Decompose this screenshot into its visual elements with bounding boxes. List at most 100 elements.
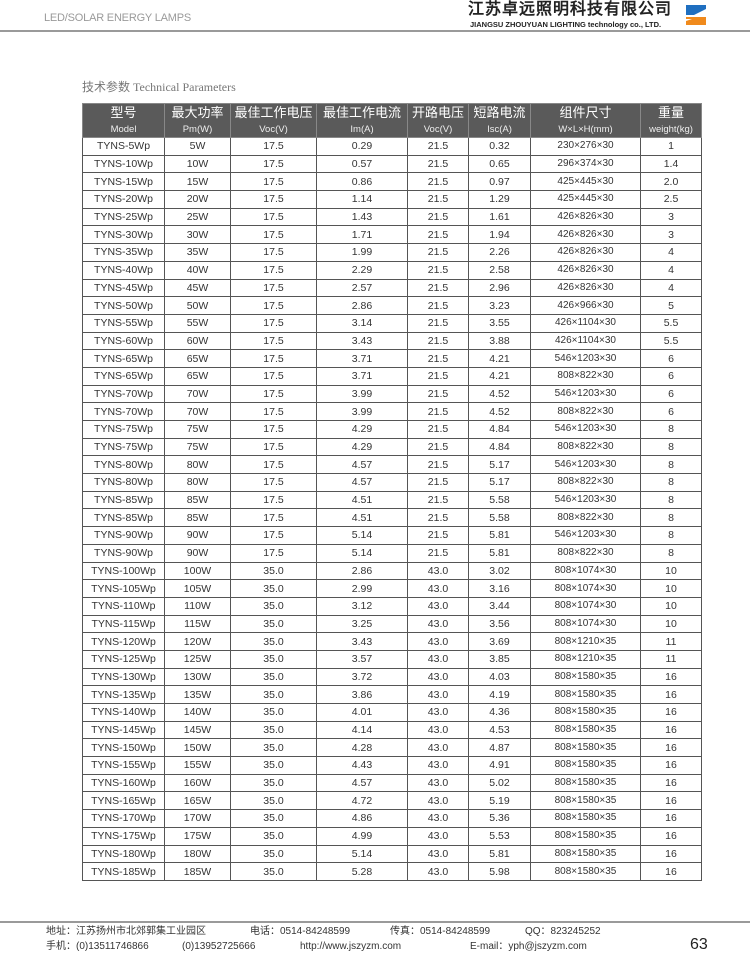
table-cell: 16: [640, 685, 702, 704]
table-cell: 17.5: [230, 490, 317, 510]
table-cell: 160W: [164, 773, 231, 793]
table-cell: 17.5: [230, 366, 317, 386]
table-cell: 90W: [164, 543, 231, 563]
column-header: 短路电流 Isc(A): [468, 103, 531, 138]
table-cell: 4.86: [316, 809, 408, 828]
table-cell: 5.5: [640, 331, 702, 351]
table-cell: TYNS-125Wp: [82, 649, 165, 669]
table-cell: 43.0: [407, 791, 469, 811]
table-cell: 426×826×30: [530, 243, 641, 262]
table-cell: 17.5: [230, 420, 317, 439]
table-cell: 17.5: [230, 137, 317, 156]
table-cell: 4.14: [316, 720, 408, 740]
footer-email[interactable]: E-mail：yph@jszyzm.com: [470, 941, 587, 952]
table-cell: 43.0: [407, 738, 469, 758]
table-cell: 43.0: [407, 649, 469, 669]
table-cell: 17.5: [230, 473, 317, 492]
table-cell: 43.0: [407, 561, 469, 581]
table-cell: 3: [640, 225, 702, 245]
table-cell: 43.0: [407, 667, 469, 687]
table-cell: 3.71: [316, 349, 408, 368]
footer-website[interactable]: http://www.jszyzm.com: [300, 941, 402, 952]
technical-parameters-table: 型号 Model 最大功率 Pm(W) 最佳工作电压 Voc(V) 最佳工作电流 Im(A) 开…: [82, 103, 702, 881]
footer-phone: 电话：0514-84248599: [250, 926, 351, 937]
table-cell: 808×1580×35: [530, 791, 641, 811]
column-header-en: Model: [110, 123, 137, 135]
table-cell: 16: [640, 738, 702, 758]
column-header-cn: 最佳工作电流: [322, 105, 401, 121]
table-cell: 4.21: [468, 366, 531, 386]
table-cell: 4.51: [316, 508, 408, 528]
table-cell: 16: [640, 667, 702, 687]
column-header: 重量 weight(kg): [640, 103, 702, 138]
column-header: 型号 Model: [82, 103, 165, 138]
table-cell: 35.0: [230, 826, 317, 846]
table-cell: 2.99: [316, 579, 408, 598]
table-cell: 8: [640, 420, 702, 439]
table-cell: 3.88: [468, 331, 531, 351]
table-cell: 21.5: [407, 260, 469, 280]
table-cell: 55W: [164, 313, 231, 333]
table-cell: 21.5: [407, 331, 469, 351]
table-cell: 1.99: [316, 243, 408, 262]
footer-mobile-2: (0)13952725666: [182, 941, 256, 952]
table-row: TYNS-40Wp 40W 17.5 2.29 21.5 2.58 426×826×30 4: [82, 260, 702, 280]
table-cell: 5.98: [468, 862, 531, 881]
table-cell: 808×822×30: [530, 437, 641, 457]
column-header: 最佳工作电流 Im(A): [316, 103, 408, 138]
table-cell: 16: [640, 844, 702, 864]
table-cell: 546×1203×30: [530, 349, 641, 368]
table-row: TYNS-180Wp 180W 35.0 5.14 43.0 5.81 808×1580×3…: [82, 844, 702, 864]
table-cell: 70W: [164, 384, 231, 404]
table-cell: TYNS-85Wp: [82, 508, 165, 528]
table-cell: 21.5: [407, 508, 469, 528]
table-cell: 80W: [164, 455, 231, 475]
table-cell: 43.0: [407, 862, 469, 881]
table-cell: 546×1203×30: [530, 490, 641, 510]
table-cell: 808×1580×35: [530, 809, 641, 828]
table-cell: 35.0: [230, 703, 317, 722]
table-row: TYNS-145Wp 145W 35.0 4.14 43.0 4.53 808×1580×3…: [82, 720, 702, 740]
table-cell: 3.12: [316, 596, 408, 616]
table-cell: 43.0: [407, 579, 469, 598]
table-cell: 35.0: [230, 862, 317, 881]
table-cell: TYNS-110Wp: [82, 596, 165, 616]
table-cell: 425×445×30: [530, 190, 641, 209]
table-cell: 4.57: [316, 455, 408, 475]
column-header-en: weight(kg): [649, 123, 693, 135]
table-cell: 140W: [164, 703, 231, 722]
column-header-en: Voc(V): [423, 123, 453, 135]
table-cell: 546×1203×30: [530, 384, 641, 404]
column-header-cn: 短路电流: [473, 105, 526, 121]
table-cell: 21.5: [407, 473, 469, 492]
table-cell: 808×1580×35: [530, 773, 641, 793]
table-cell: TYNS-150Wp: [82, 738, 165, 758]
table-cell: 16: [640, 703, 702, 722]
column-header: 最佳工作电压 Voc(V): [230, 103, 317, 138]
table-cell: 808×822×30: [530, 508, 641, 528]
table-row: TYNS-75Wp 75W 17.5 4.29 21.5 4.84 546×1203×30 8: [82, 420, 702, 439]
table-cell: 8: [640, 473, 702, 492]
table-cell: 17.5: [230, 349, 317, 368]
table-cell: 1.71: [316, 225, 408, 245]
table-cell: 10: [640, 614, 702, 634]
table-cell: 120W: [164, 632, 231, 651]
table-cell: 10: [640, 579, 702, 598]
table-cell: 16: [640, 756, 702, 775]
column-header-cn: 组件尺寸: [559, 105, 612, 121]
table-cell: TYNS-180Wp: [82, 844, 165, 864]
table-cell: 6: [640, 402, 702, 421]
table-cell: TYNS-5Wp: [82, 137, 165, 156]
table-cell: 43.0: [407, 632, 469, 651]
table-row: TYNS-75Wp 75W 17.5 4.29 21.5 4.84 808×822×30 8: [82, 437, 702, 457]
table-cell: TYNS-65Wp: [82, 349, 165, 368]
table-cell: 43.0: [407, 720, 469, 740]
table-cell: TYNS-60Wp: [82, 331, 165, 351]
table-cell: 4.84: [468, 437, 531, 457]
footer-qq: QQ：823245252: [525, 926, 601, 937]
table-row: TYNS-90Wp 90W 17.5 5.14 21.5 5.81 546×1203×30 8: [82, 526, 702, 545]
footer-mobile: 手机：(0)13511746866: [46, 941, 149, 952]
table-cell: 4.53: [468, 720, 531, 740]
table-cell: TYNS-40Wp: [82, 260, 165, 280]
table-cell: 4: [640, 278, 702, 298]
